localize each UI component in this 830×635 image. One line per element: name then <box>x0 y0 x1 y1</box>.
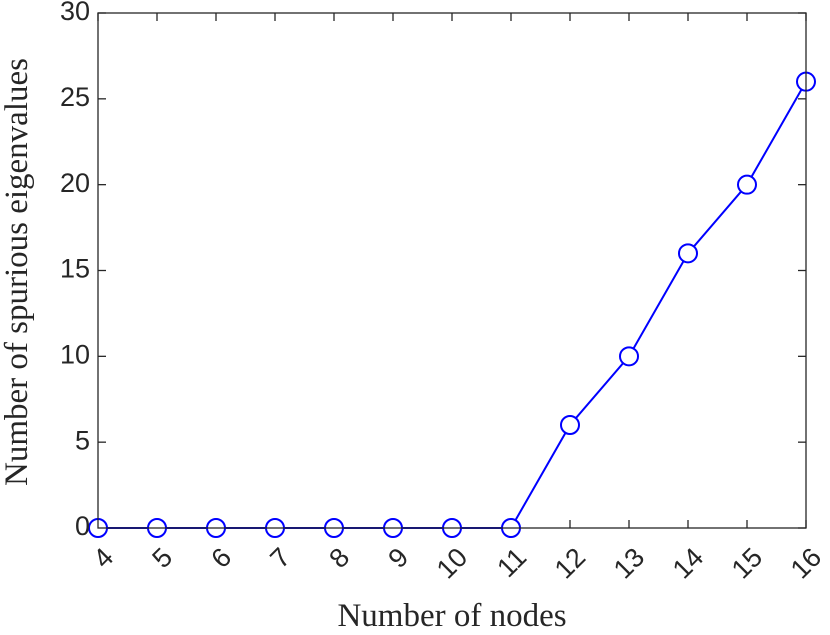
x-axis-title: Number of nodes <box>337 598 566 634</box>
x-tick-label: 7 <box>264 542 296 574</box>
x-tick-label: 10 <box>431 542 473 584</box>
axes-box <box>97 12 807 529</box>
y-tick-label: 10 <box>60 339 90 369</box>
y-tick-label: 20 <box>60 168 90 198</box>
x-tick-label: 11 <box>491 542 532 583</box>
data-point <box>737 174 757 195</box>
y-tick-label: 5 <box>75 425 90 455</box>
x-tick-label: 13 <box>608 542 650 584</box>
x-tick-label: 15 <box>726 542 768 584</box>
plot-area <box>98 13 806 528</box>
y-tick-labels: 0 5 10 15 20 25 30 <box>60 0 90 541</box>
x-tick-label: 9 <box>382 542 414 574</box>
y-axis-title: Number of spurious eigenvalues <box>0 58 35 486</box>
x-tick-label: 6 <box>205 542 237 574</box>
y-tick-label: 15 <box>60 254 90 284</box>
x-tick-label: 12 <box>549 542 591 584</box>
y-tick-label: 25 <box>60 82 90 112</box>
x-tick-label: 16 <box>785 542 827 584</box>
x-tick-label: 4 <box>87 542 119 574</box>
data-point <box>560 415 580 435</box>
y-tick-label: 30 <box>60 0 90 26</box>
x-tick-labels: 4 5 6 7 8 9 10 11 12 13 14 15 16 <box>87 542 827 584</box>
data-point <box>678 243 698 264</box>
y-tick-label: 0 <box>75 511 90 541</box>
x-tick-label: 8 <box>323 542 355 574</box>
x-tick-label: 5 <box>146 542 178 574</box>
x-tick-label: 14 <box>667 542 709 584</box>
data-point <box>619 346 639 367</box>
